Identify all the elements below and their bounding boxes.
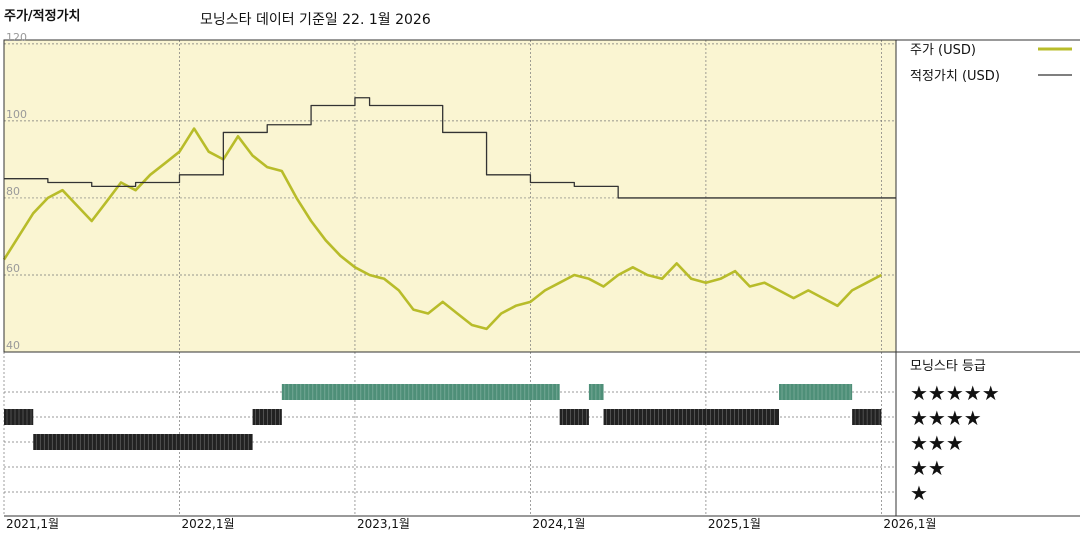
series-layer xyxy=(2,97,896,331)
rating-star-labels: ★★★★★★★★★★★★★★★ xyxy=(910,381,1000,505)
y-tick-label: 40 xyxy=(6,339,20,352)
rating-segment xyxy=(281,384,560,400)
legend-price-label: 주가 (USD) xyxy=(910,43,976,58)
x-tick-label: 2025,1월 xyxy=(708,517,761,531)
legend-fairvalue-label: 적정가치 (USD) xyxy=(910,69,1000,84)
rating-segment xyxy=(603,409,780,425)
plot-background xyxy=(4,40,896,352)
price-line xyxy=(2,127,883,331)
rating-stars-label: ★ xyxy=(910,481,928,505)
rating-segment xyxy=(33,434,253,450)
y-tick-label: 60 xyxy=(6,262,20,275)
fair-value-line xyxy=(4,97,896,199)
x-tick-label: 2024,1월 xyxy=(532,517,585,531)
y-tick-label: 80 xyxy=(6,185,20,198)
y-tick-label: 120 xyxy=(6,31,27,44)
rating-segment xyxy=(852,409,882,425)
rating-stars-label: ★★ xyxy=(910,456,946,480)
x-tick-label: 2026,1월 xyxy=(883,517,936,531)
rating-stars-label: ★★★★★ xyxy=(910,381,1000,405)
rating-layer xyxy=(4,384,882,450)
x-tick-label: 2022,1월 xyxy=(181,517,234,531)
y-ticks: 120 100 80 60 40 xyxy=(6,31,27,352)
chart-title: 주가/적정가치 xyxy=(4,8,81,24)
rating-segment xyxy=(588,384,604,400)
x-tick-label: 2021,1월 xyxy=(6,517,59,531)
rating-stars-label: ★★★★ xyxy=(910,406,982,430)
rating-segment xyxy=(779,384,853,400)
x-ticks: 2021,1월 2022,1월 2023,1월 2024,1월 2025,1월 2026,… xyxy=(6,517,936,531)
y-tick-label: 100 xyxy=(6,108,27,121)
chart-subtitle: 모닝스타 데이터 기준일 22. 1월 2026 xyxy=(200,12,431,28)
rating-stars-label: ★★★ xyxy=(910,431,964,455)
rating-segment xyxy=(252,409,282,425)
rating-title: 모닝스타 등급 xyxy=(910,359,986,374)
x-tick-label: 2023,1월 xyxy=(357,517,410,531)
rating-segment xyxy=(4,409,34,425)
frame xyxy=(3,39,1080,517)
rating-segment xyxy=(559,409,589,425)
